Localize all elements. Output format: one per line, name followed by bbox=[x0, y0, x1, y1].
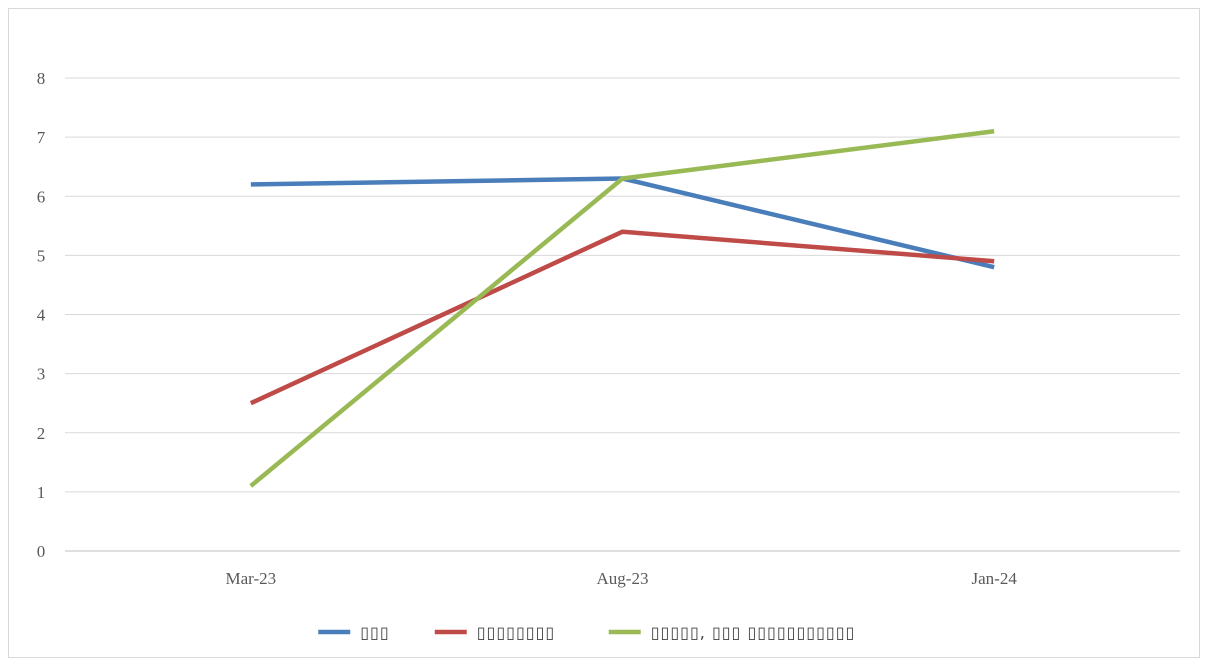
legend-label: ▯▯▯ bbox=[360, 623, 389, 642]
y-tick-label: 5 bbox=[37, 246, 46, 265]
legend-label: ▯▯▯▯▯, ▯▯▯ ▯▯▯▯▯▯▯▯▯▯▯ bbox=[651, 623, 856, 642]
y-tick-label: 3 bbox=[37, 365, 46, 384]
legend-item-0: ▯▯▯ bbox=[318, 623, 389, 642]
chart-frame bbox=[8, 8, 1200, 658]
x-tick-label: Mar-23 bbox=[226, 569, 277, 588]
y-tick-label: 7 bbox=[37, 128, 46, 147]
series-line-1 bbox=[249, 229, 995, 406]
y-tick-label: 1 bbox=[37, 483, 46, 502]
y-tick-label: 6 bbox=[37, 187, 46, 206]
legend-item-1: ▯▯▯▯▯▯▯▯ bbox=[434, 623, 555, 642]
y-tick-label: 4 bbox=[37, 306, 46, 325]
x-tick-label: Aug-23 bbox=[597, 569, 649, 588]
legend-item-2: ▯▯▯▯▯, ▯▯▯ ▯▯▯▯▯▯▯▯▯▯▯ bbox=[608, 623, 856, 642]
y-tick-label: 8 bbox=[37, 69, 46, 88]
x-tick-label: Jan-24 bbox=[972, 569, 1018, 588]
y-tick-label: 0 bbox=[37, 542, 46, 561]
y-tick-label: 2 bbox=[37, 424, 46, 443]
legend-label: ▯▯▯▯▯▯▯▯ bbox=[477, 623, 555, 642]
